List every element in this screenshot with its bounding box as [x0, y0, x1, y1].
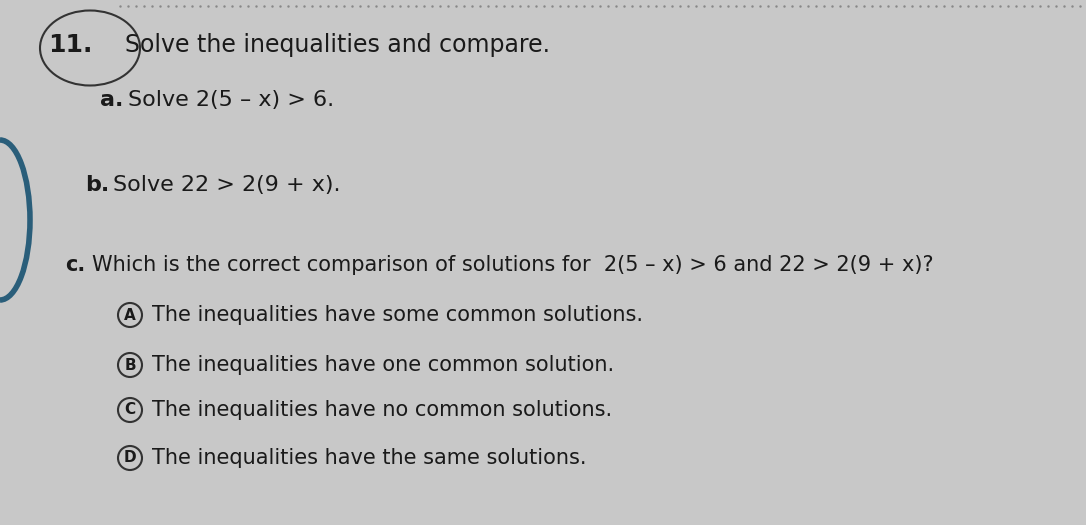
Text: The inequalities have one common solution.: The inequalities have one common solutio…	[152, 355, 614, 375]
Text: B: B	[124, 358, 136, 373]
Text: The inequalities have some common solutions.: The inequalities have some common soluti…	[152, 305, 643, 325]
Text: a.: a.	[100, 90, 124, 110]
Text: Which is the correct comparison of solutions for  2(5 – x) > 6 and 22 > 2(9 + x): Which is the correct comparison of solut…	[92, 255, 934, 275]
Text: D: D	[124, 450, 137, 466]
Text: C: C	[125, 403, 136, 417]
Text: b.: b.	[85, 175, 110, 195]
Text: A: A	[124, 308, 136, 322]
Text: The inequalities have no common solutions.: The inequalities have no common solution…	[152, 400, 613, 420]
Text: Solve the inequalities and compare.: Solve the inequalities and compare.	[125, 33, 550, 57]
Text: Solve 2(5 – x) > 6.: Solve 2(5 – x) > 6.	[128, 90, 334, 110]
Text: c.: c.	[65, 255, 85, 275]
Text: Solve 22 > 2(9 + x).: Solve 22 > 2(9 + x).	[113, 175, 341, 195]
Text: The inequalities have the same solutions.: The inequalities have the same solutions…	[152, 448, 586, 468]
Text: 11.: 11.	[48, 33, 92, 57]
